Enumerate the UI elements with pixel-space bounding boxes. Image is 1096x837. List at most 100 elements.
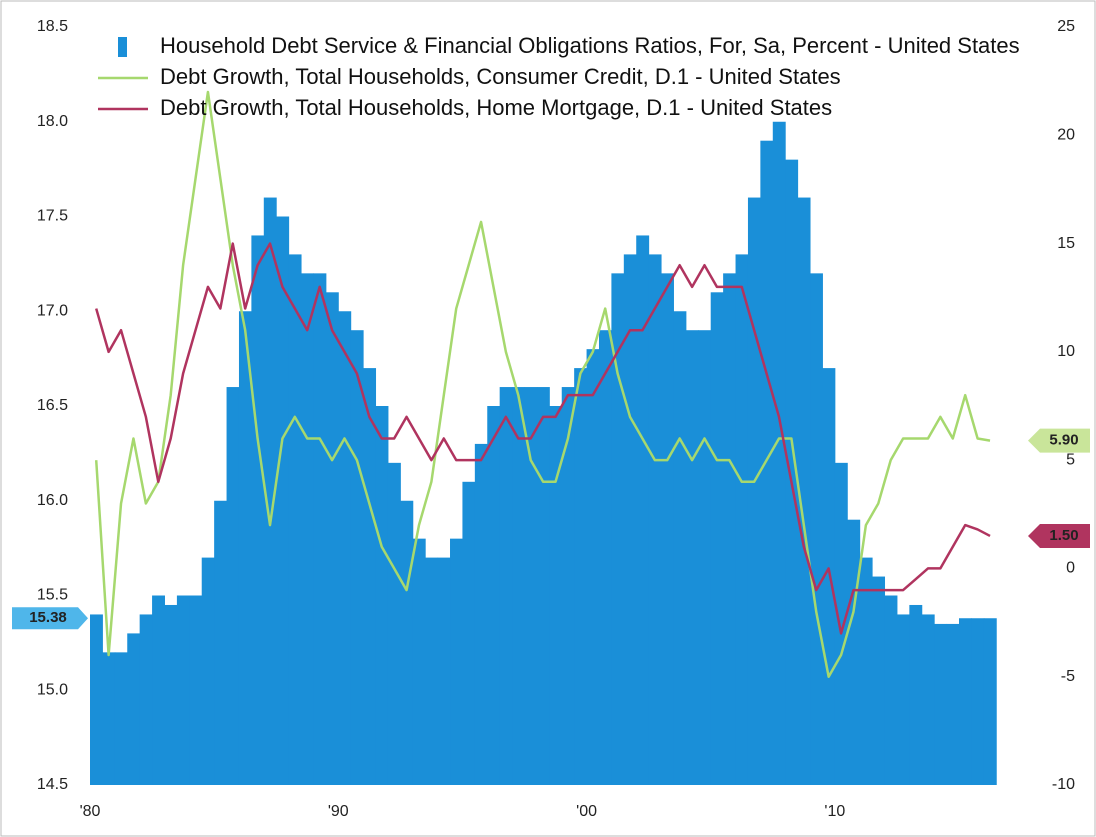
bar xyxy=(673,311,687,785)
bar xyxy=(611,273,625,785)
bar xyxy=(710,292,724,785)
y2-tick-label: 0 xyxy=(1066,560,1075,577)
bar xyxy=(598,330,612,785)
bar xyxy=(636,235,650,785)
bar xyxy=(958,618,972,785)
y-tick-label: 15.0 xyxy=(37,681,68,698)
bar xyxy=(164,604,178,785)
end-label: 15.38 xyxy=(29,609,67,626)
bar xyxy=(872,576,886,785)
bar xyxy=(971,618,985,785)
bar xyxy=(524,387,538,785)
bar xyxy=(350,330,364,785)
y2-tick-label: 5 xyxy=(1066,451,1075,468)
y-tick-label: 18.0 xyxy=(37,113,68,130)
x-tick-label: '90 xyxy=(328,803,349,820)
bar xyxy=(400,500,414,785)
bar xyxy=(450,538,463,785)
bar xyxy=(934,623,948,785)
bar xyxy=(189,595,203,785)
bar xyxy=(462,481,476,785)
bar xyxy=(499,387,513,785)
end-flag xyxy=(12,607,88,630)
bar xyxy=(574,368,588,785)
bar xyxy=(474,443,488,785)
bar xyxy=(623,254,637,785)
bar xyxy=(747,197,761,786)
bar xyxy=(549,406,563,785)
bar xyxy=(102,652,116,785)
bar xyxy=(325,292,339,785)
y-tick-label: 15.5 xyxy=(37,587,68,604)
y-tick-label: 17.0 xyxy=(37,302,68,319)
bar xyxy=(723,273,737,785)
end-label: 1.50 xyxy=(1049,527,1078,544)
bar xyxy=(313,273,327,785)
x-tick-label: '10 xyxy=(824,803,845,820)
bar xyxy=(822,368,836,785)
bar xyxy=(139,614,153,785)
y2-tick-label: 20 xyxy=(1057,127,1075,144)
bar xyxy=(201,557,215,785)
bar xyxy=(896,614,910,785)
x-tick-label: '80 xyxy=(80,803,101,820)
y-tick-label: 17.5 xyxy=(37,208,68,225)
end-flag xyxy=(1028,428,1090,453)
bar xyxy=(536,387,550,785)
y2-tick-label: 15 xyxy=(1057,235,1075,252)
y-tick-label: 16.5 xyxy=(37,397,68,414)
end-flag xyxy=(1028,523,1090,548)
bar xyxy=(760,140,774,785)
bar xyxy=(114,652,128,785)
bar xyxy=(127,633,141,785)
line xyxy=(94,90,991,678)
bar xyxy=(214,500,228,785)
bar xyxy=(251,235,265,785)
bar xyxy=(487,406,501,785)
bar xyxy=(834,462,848,785)
bar xyxy=(90,614,103,785)
y-tick-label: 16.0 xyxy=(37,492,68,509)
bar xyxy=(661,273,674,785)
bar xyxy=(921,614,935,785)
bar xyxy=(288,254,302,785)
y2-tick-label: -5 xyxy=(1061,668,1075,685)
y-tick-label: 18.5 xyxy=(37,18,68,35)
x-tick-label: '00 xyxy=(576,803,597,820)
y2-tick-label: 25 xyxy=(1057,18,1075,35)
legend-label: Household Debt Service & Financial Oblig… xyxy=(160,33,1020,58)
bar xyxy=(437,557,451,785)
bar xyxy=(909,604,923,785)
bar xyxy=(338,311,352,785)
line xyxy=(95,242,991,635)
bar xyxy=(176,595,190,785)
y2-tick-label: -10 xyxy=(1052,776,1075,793)
bar xyxy=(810,273,823,785)
bar xyxy=(685,330,699,785)
bar xyxy=(425,557,439,785)
bar xyxy=(512,387,525,785)
bar xyxy=(648,254,662,785)
bar xyxy=(884,595,898,785)
bar xyxy=(301,273,314,785)
bar xyxy=(387,462,401,785)
bar xyxy=(735,254,749,785)
bar xyxy=(859,557,873,785)
bar xyxy=(375,406,389,785)
bar xyxy=(276,216,290,785)
bar xyxy=(561,387,575,785)
bar xyxy=(797,197,811,786)
legend-label: Debt Growth, Total Households, Home Mort… xyxy=(160,95,832,120)
y-tick-label: 14.5 xyxy=(37,776,68,793)
bar xyxy=(772,121,786,785)
bar xyxy=(238,311,252,785)
bar xyxy=(263,197,277,786)
bar xyxy=(847,519,861,785)
bar xyxy=(226,387,240,785)
bar xyxy=(363,368,377,785)
bar xyxy=(586,349,600,785)
end-label: 5.90 xyxy=(1049,432,1078,449)
bar xyxy=(785,159,799,785)
